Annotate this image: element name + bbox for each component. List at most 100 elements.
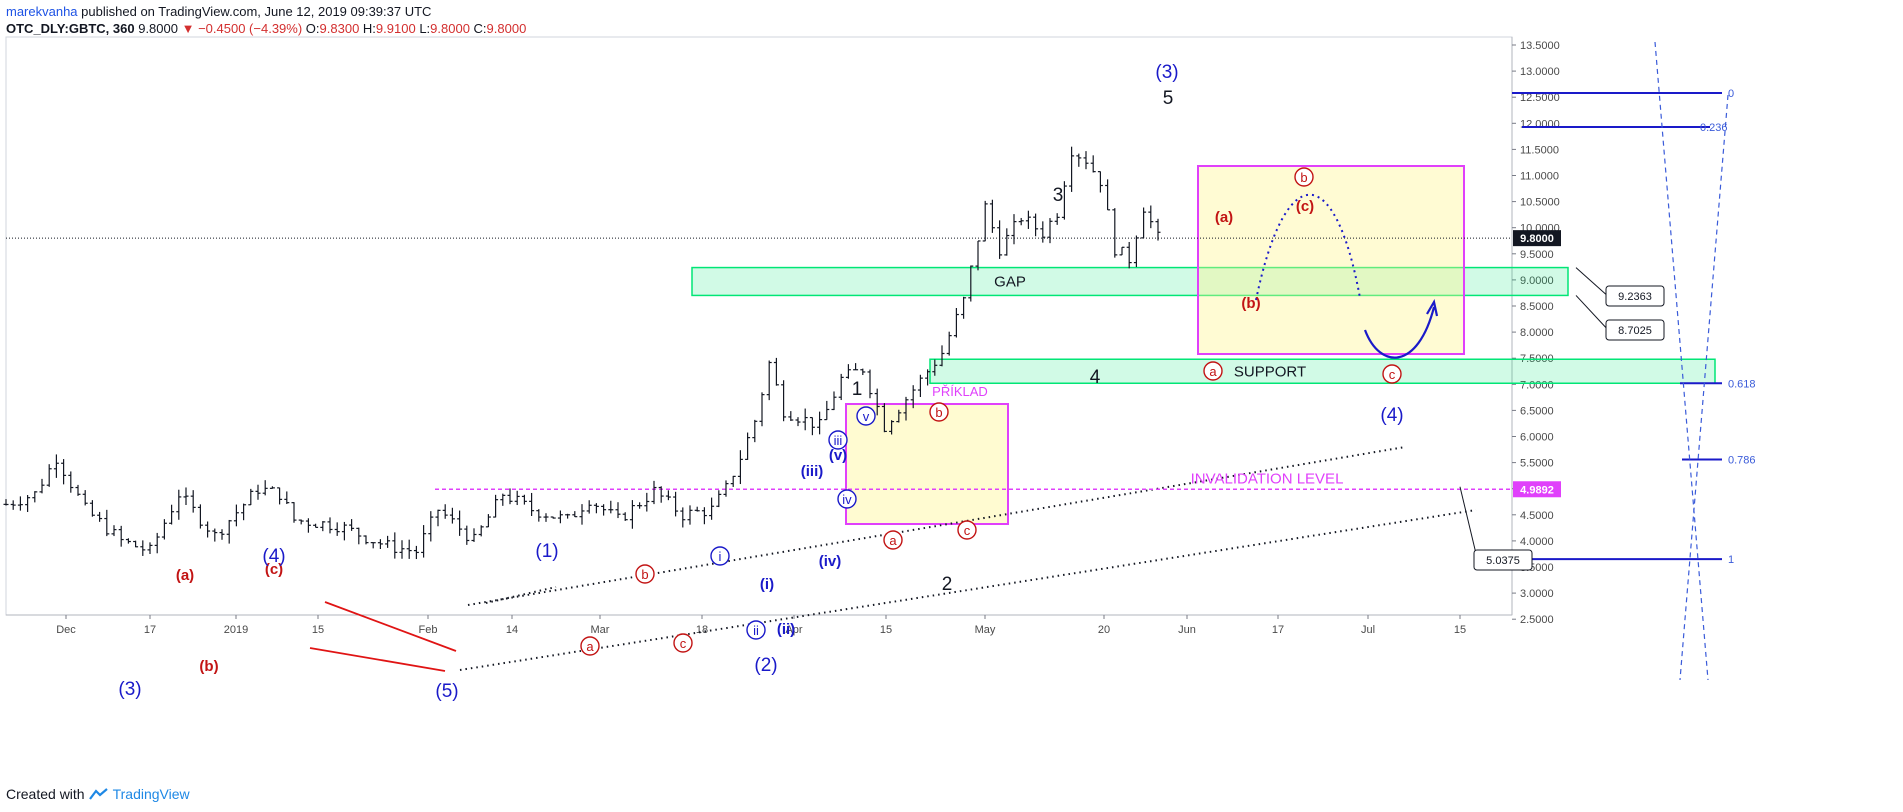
x-tick-label: Jul: [1361, 624, 1375, 636]
wave-label: 4: [1090, 367, 1101, 388]
x-tick-label: 17: [1272, 624, 1284, 636]
wave-label: ii: [753, 623, 759, 638]
callout-pointer: [1575, 267, 1611, 299]
callout-label: 5.0375: [1486, 555, 1520, 567]
x-tick-label: May: [975, 624, 996, 636]
y-tick-label: 12.0000: [1520, 118, 1560, 130]
projected-path-c: [1363, 306, 1436, 359]
wave-label: (a): [176, 567, 194, 584]
zone-support: [929, 358, 1716, 385]
tradingview-link[interactable]: TradingView: [112, 786, 190, 802]
wave-label: b: [1300, 170, 1307, 185]
wave-label-circle: [957, 520, 977, 540]
wave-label-circle: [673, 633, 693, 653]
wave-label-circle: [837, 489, 857, 509]
wave-label-circle: [828, 430, 848, 450]
wave-label: b: [935, 405, 942, 420]
y-tick-label: 11.0000: [1520, 171, 1559, 183]
fib-level-label: 0.786: [1728, 454, 1756, 466]
fib-level-label: 0.236: [1700, 122, 1728, 134]
example-box: [845, 403, 1009, 525]
wave-label: (iv): [819, 553, 842, 570]
projected-path-b: [1255, 193, 1361, 301]
callout-label: 9.2363: [1618, 291, 1652, 303]
wave-label-circle: [635, 564, 655, 584]
x-tick-label: 17: [144, 624, 156, 636]
wave-label-circle: [856, 406, 876, 426]
y-tick-label: 10.5000: [1520, 197, 1560, 209]
y-tick-label: 8.0000: [1520, 327, 1554, 339]
tradingview-logo-icon: [88, 788, 108, 800]
wave-label: 5: [1163, 88, 1174, 109]
created-with-text: Created with: [6, 786, 85, 802]
fib-level-label: 1: [1728, 554, 1734, 566]
callout-box: [1473, 549, 1533, 571]
zone-gap: [691, 266, 1569, 297]
wave-label: c: [680, 636, 687, 651]
close-label: C:: [473, 21, 487, 36]
wave-label: (3): [118, 679, 141, 700]
symbol-label: OTC_DLY:GBTC, 360: [6, 21, 135, 36]
high-value: 9.9100: [375, 21, 416, 36]
wedge-line-upper: [324, 601, 457, 652]
wave-label: iv: [842, 492, 852, 507]
wave-label: (b): [199, 658, 218, 675]
ohlc-bars: [3, 146, 1161, 560]
y-tick-label: 12.5000: [1520, 92, 1560, 104]
x-tick-label: Mar: [591, 624, 610, 636]
callout-label: 8.7025: [1618, 325, 1652, 337]
last-price: 9.8000: [138, 21, 178, 36]
footer: Created with TradingView: [6, 786, 190, 802]
wave-label: (ii): [777, 621, 795, 638]
wave-label: (4): [262, 546, 285, 567]
y-tick-label: 9.5000: [1520, 249, 1554, 261]
wave-label: b: [641, 567, 648, 582]
chart-header: marekvanha published on TradingView.com,…: [6, 3, 526, 37]
wave-label: (c): [1296, 198, 1314, 215]
high-label: H:: [362, 21, 376, 36]
x-axis-ticks: Dec 17 2019 15 Feb 14 Mar 18 Apr 15 May 20 Jun 17 Jul 1…: [56, 615, 1466, 636]
wave-label: (2): [754, 655, 777, 676]
y-tick-label: 5.5000: [1520, 458, 1554, 470]
y-tick-label: 13.5000: [1520, 40, 1560, 52]
wave-label: 2: [942, 574, 953, 595]
wave-label: (i): [760, 576, 774, 593]
y-tick-label: 9.0000: [1520, 275, 1554, 287]
wave-label: (v): [829, 447, 847, 464]
wave-label: c: [964, 523, 971, 538]
wave-label: 3: [1053, 185, 1064, 206]
fib-level-label: 0: [1728, 88, 1734, 100]
low-label: L:: [419, 21, 431, 36]
publisher-link[interactable]: marekvanha: [6, 4, 78, 19]
zone-label: GAP: [994, 273, 1026, 290]
x-tick-label: 14: [506, 624, 518, 636]
x-tick-label: 18: [696, 624, 708, 636]
published-text: published on TradingView.com, June 12, 2…: [81, 4, 432, 19]
y-tick-label: 3.0000: [1520, 588, 1554, 600]
price-tag-bg: [1513, 481, 1561, 498]
wave-label-circle: [746, 620, 766, 640]
x-tick-label: Feb: [419, 624, 438, 636]
projection-box: [1197, 165, 1465, 355]
wave-label: (5): [435, 681, 458, 702]
close-value: 9.8000: [486, 21, 527, 36]
wave-label: (a): [1215, 209, 1233, 226]
x-tick-label: Apr: [785, 624, 802, 636]
wave-label: (c): [265, 561, 283, 578]
open-label: O:: [305, 21, 320, 36]
y-tick-label: 11.5000: [1520, 144, 1559, 156]
x-tick-label: 2019: [224, 624, 248, 636]
y-tick-label: 2.5000: [1520, 614, 1554, 626]
price-tag-label: 4.9892: [1520, 484, 1554, 496]
wave-label: a: [889, 533, 897, 548]
projected-arrow-head: [1426, 298, 1439, 317]
y-tick-label: 4.5000: [1520, 510, 1554, 522]
wave-label-circle: [580, 636, 600, 656]
low-value: 9.8000: [430, 21, 470, 36]
price-tag-bg: [1513, 230, 1561, 247]
zone-label: SUPPORT: [1234, 363, 1306, 380]
y-tick-label: 4.0000: [1520, 536, 1554, 548]
x-tick-label: 20: [1098, 624, 1110, 636]
